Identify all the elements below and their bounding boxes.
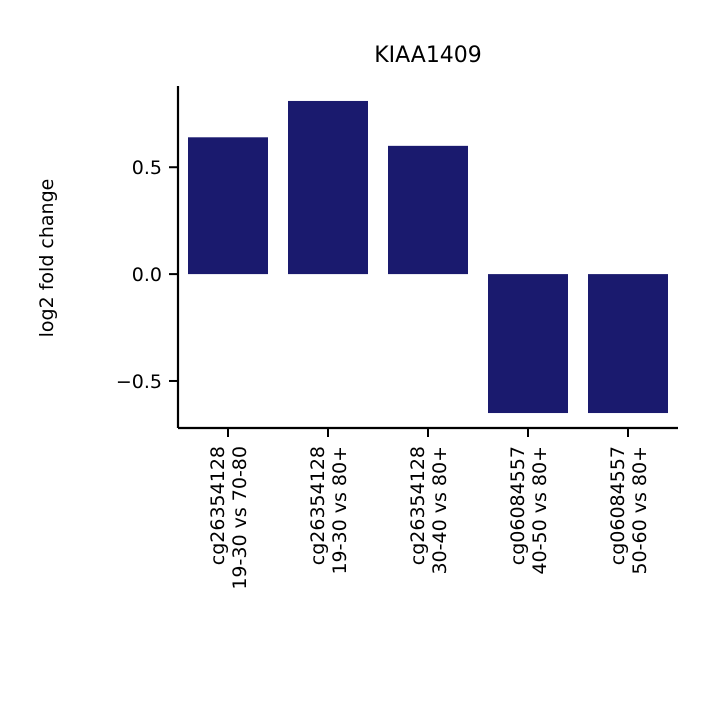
- x-tick-label-line: cg26354128: [307, 446, 329, 565]
- y-tick-label: −0.5: [116, 371, 162, 393]
- x-tick-label-line: 19-30 vs 80+: [329, 446, 351, 575]
- x-tick-label: cg26354128 19-30 vs 70-80: [207, 446, 251, 590]
- bar-5: [588, 274, 668, 414]
- chart-title: KIAA1409: [374, 43, 482, 68]
- y-axis: −0.5 0.0 0.5: [116, 86, 180, 428]
- y-tick-label: 0.0: [132, 264, 162, 286]
- bar-3: [388, 145, 468, 275]
- x-tick-label: cg26354128 19-30 vs 80+: [307, 446, 351, 575]
- x-tick-label-line: 19-30 vs 70-80: [229, 446, 251, 590]
- bars-group: [188, 100, 668, 414]
- x-tick-label-line: cg06084557: [607, 446, 629, 565]
- y-axis-label: log2 fold change: [36, 179, 58, 338]
- x-tick-label-line: 30-40 vs 80+: [429, 446, 451, 575]
- x-tick-label-line: cg26354128: [207, 446, 229, 565]
- bar-4: [488, 274, 568, 414]
- x-tick-label-line: 50-60 vs 80+: [629, 446, 651, 575]
- x-tick-label-line: cg06084557: [507, 446, 529, 565]
- x-tick-label: cg06084557 40-50 vs 80+: [507, 446, 551, 575]
- x-axis: cg26354128 19-30 vs 70-80 cg26354128 19-30 …: [178, 426, 678, 590]
- x-tick-label-line: 40-50 vs 80+: [529, 446, 551, 575]
- bar-2: [288, 100, 368, 275]
- x-tick-label: cg06084557 50-60 vs 80+: [607, 446, 651, 575]
- bar-1: [188, 137, 268, 275]
- y-tick-label: 0.5: [132, 157, 162, 179]
- x-tick-label-line: cg26354128: [407, 446, 429, 565]
- x-tick-label: cg26354128 30-40 vs 80+: [407, 446, 451, 575]
